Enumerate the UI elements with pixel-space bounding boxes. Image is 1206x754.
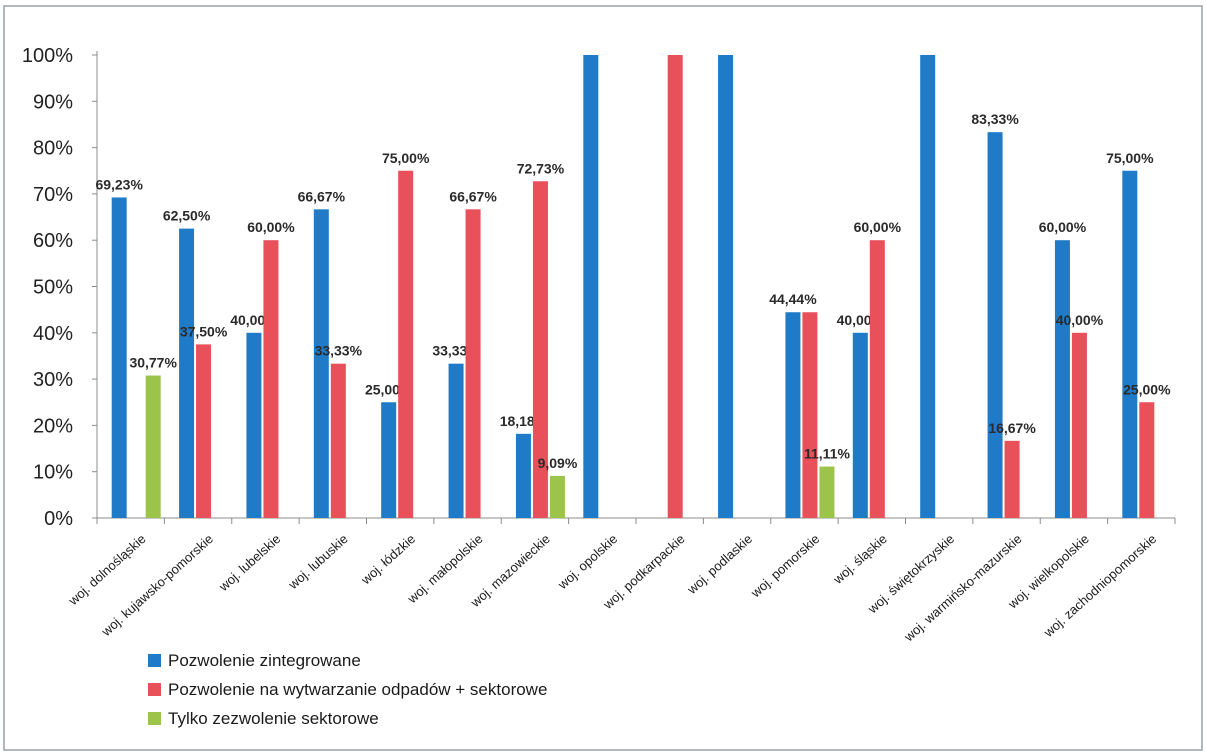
bar (263, 240, 279, 518)
bar (515, 433, 531, 518)
bar (718, 55, 734, 518)
legend-label: Tylko zezwolenie sektorowe (168, 709, 379, 728)
bar (398, 170, 414, 518)
bar (1071, 332, 1087, 518)
y-tick-label: 0% (44, 508, 73, 530)
data-label: 75,00% (1106, 150, 1154, 166)
bar (196, 344, 212, 518)
bar (549, 475, 565, 518)
y-tick-label: 30% (33, 369, 73, 391)
bar (448, 363, 464, 518)
data-label: 11,11% (804, 446, 850, 462)
bar (145, 375, 161, 518)
data-label: 30,77% (129, 355, 177, 371)
bar (532, 181, 548, 518)
y-tick-label: 100% (22, 45, 73, 67)
y-tick-label: 40% (33, 323, 73, 345)
legend-label: Pozwolenie na wytwarzanie odpadów + sekt… (168, 680, 547, 699)
bar (179, 228, 195, 518)
bar (920, 55, 936, 518)
data-label: 66,67% (449, 188, 497, 204)
bar (852, 332, 868, 518)
y-tick-label: 80% (33, 138, 73, 160)
legend: Pozwolenie zintegrowane Pozwolenie na wyt… (148, 651, 547, 728)
data-label: 60,00% (854, 219, 902, 235)
bar (802, 312, 818, 518)
bar (246, 332, 262, 518)
data-label: 40,00% (1056, 312, 1104, 328)
data-label: 33,33% (315, 343, 363, 359)
bar (583, 55, 599, 518)
y-tick-label: 20% (33, 415, 73, 437)
bar (1004, 440, 1020, 518)
data-label: 75,00% (382, 150, 430, 166)
bar (1139, 402, 1155, 518)
y-tick-label: 10% (33, 462, 73, 484)
bar (313, 209, 329, 518)
data-label: 60,00% (247, 219, 295, 235)
data-label: 44,44% (769, 291, 817, 307)
y-tick-label: 50% (33, 277, 73, 299)
data-label: 69,23% (95, 176, 143, 192)
data-label: 60,00% (1039, 219, 1087, 235)
bar (785, 312, 801, 518)
bar (819, 466, 835, 518)
bar (330, 363, 346, 518)
bar (987, 132, 1003, 518)
bar (1122, 170, 1138, 518)
data-label: 16,67% (988, 420, 1036, 436)
y-tick-label: 90% (33, 91, 73, 113)
bar (667, 55, 683, 518)
legend-label: Pozwolenie zintegrowane (168, 651, 361, 670)
bar (465, 209, 481, 518)
y-tick-label: 70% (33, 184, 73, 206)
legend-swatch (148, 683, 161, 696)
data-label: 25,00% (1123, 381, 1171, 397)
bar (1054, 240, 1070, 518)
data-label: 62,50% (163, 208, 211, 224)
data-label: 83,33% (971, 111, 1019, 127)
legend-swatch (148, 712, 161, 725)
data-label: 9,09% (538, 455, 578, 471)
data-label: 66,67% (298, 188, 346, 204)
y-tick-label: 60% (33, 230, 73, 252)
data-label: 72,73% (517, 160, 565, 176)
bar (869, 240, 885, 518)
bar (381, 402, 397, 518)
bar (111, 197, 127, 519)
legend-swatch (148, 654, 161, 667)
data-label: 37,50% (180, 323, 228, 339)
